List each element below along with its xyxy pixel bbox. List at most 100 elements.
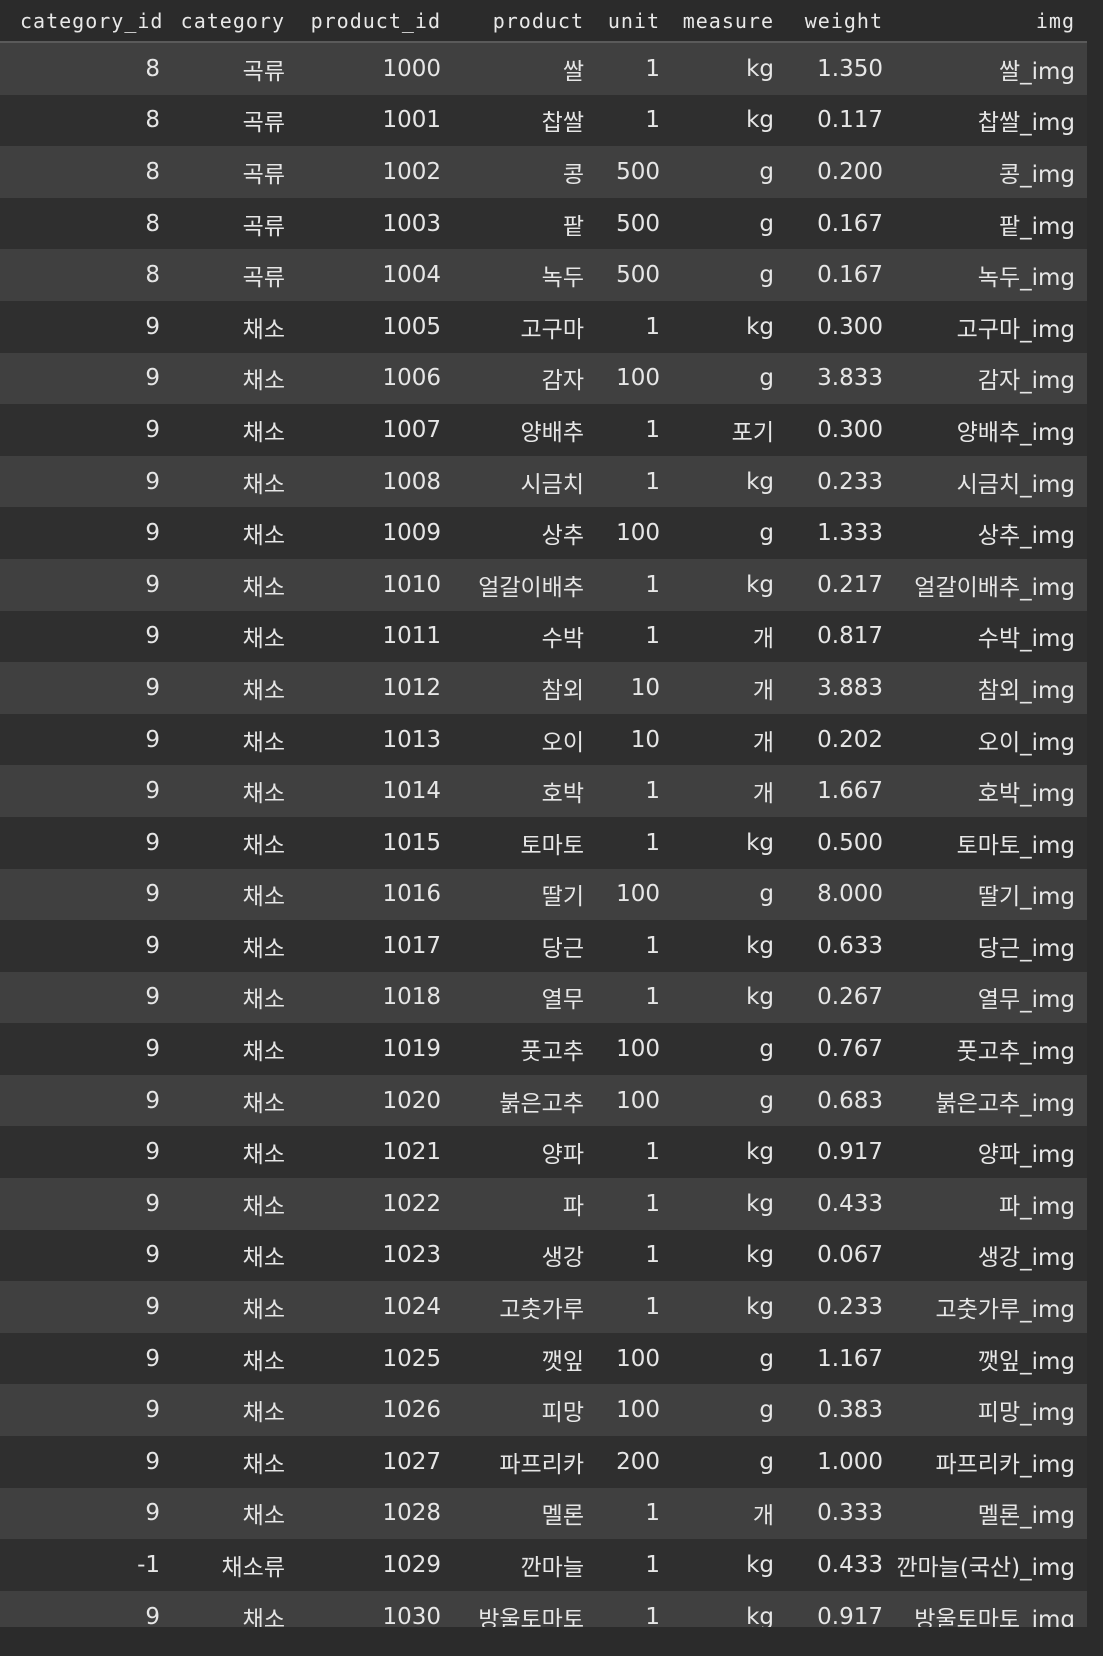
cell-img: 생강_img xyxy=(895,1229,1087,1282)
cell-category-id: 9 xyxy=(0,816,172,869)
cell-category-id: 9 xyxy=(0,1126,172,1179)
cell-weight: 0.817 xyxy=(786,610,895,663)
column-header-category-id: category_id xyxy=(0,0,172,43)
cell-measure: 개 xyxy=(672,662,786,714)
cell-img: 찹쌀_img xyxy=(895,94,1087,147)
cell-unit: 1 xyxy=(596,1590,672,1627)
table-row: 9 채소 1013 오이 10 개 0.202 오이_img xyxy=(0,713,1087,766)
output-bottom-area xyxy=(0,1627,1103,1656)
cell-product: 붉은고추 xyxy=(453,1074,596,1127)
cell-product: 토마토 xyxy=(453,816,596,869)
cell-product: 깐마늘 xyxy=(453,1539,596,1591)
table-row: 9 채소 1006 감자 100 g 3.833 감자_img xyxy=(0,352,1087,405)
cell-measure: g xyxy=(672,146,786,198)
table-body: 8 곡류 1000 쌀 1 kg 1.350 쌀_img 8 곡류 1001 찹쌀 1 kg 0.117 찹쌀… xyxy=(0,42,1087,1627)
cell-weight: 0.167 xyxy=(786,197,895,250)
cell-measure: kg xyxy=(672,42,786,95)
cell-weight: 0.300 xyxy=(786,404,895,456)
cell-product-id: 1025 xyxy=(297,1332,453,1385)
table-row: 9 채소 1025 깻잎 100 g 1.167 깻잎_img xyxy=(0,1332,1087,1385)
table-row: 9 채소 1023 생강 1 kg 0.067 생강_img xyxy=(0,1229,1087,1282)
dataframe-output: category_id category product_id product unit… xyxy=(0,0,1087,1627)
cell-img: 콩_img xyxy=(895,146,1087,198)
cell-unit: 1 xyxy=(596,1178,672,1230)
cell-img: 깻잎_img xyxy=(895,1332,1087,1385)
cell-product-id: 1017 xyxy=(297,920,453,972)
cell-unit: 100 xyxy=(596,1023,672,1075)
cell-img: 고춧가루_img xyxy=(895,1281,1087,1333)
cell-unit: 1 xyxy=(596,1229,672,1282)
cell-category: 채소 xyxy=(172,300,297,353)
cell-category-id: 9 xyxy=(0,1590,172,1627)
cell-measure: g xyxy=(672,1436,786,1488)
cell-unit: 10 xyxy=(596,713,672,766)
cell-category-id: 9 xyxy=(0,920,172,972)
cell-img: 양배추_img xyxy=(895,404,1087,456)
cell-category-id: 9 xyxy=(0,404,172,456)
cell-weight: 0.233 xyxy=(786,455,895,508)
cell-img: 상추_img xyxy=(895,507,1087,559)
cell-category: 곡류 xyxy=(172,42,297,95)
cell-product: 오이 xyxy=(453,713,596,766)
cell-product: 콩 xyxy=(453,146,596,198)
cell-product: 깻잎 xyxy=(453,1332,596,1385)
cell-category-id: 8 xyxy=(0,197,172,250)
table-row: 9 채소 1027 파프리카 200 g 1.000 파프리카_img xyxy=(0,1436,1087,1488)
cell-category-id: 9 xyxy=(0,713,172,766)
column-header-img: img xyxy=(895,0,1087,43)
cell-img: 토마토_img xyxy=(895,816,1087,869)
cell-category-id: 9 xyxy=(0,868,172,921)
cell-measure: g xyxy=(672,868,786,921)
cell-weight: 0.267 xyxy=(786,971,895,1024)
cell-unit: 10 xyxy=(596,662,672,714)
cell-img: 감자_img xyxy=(895,352,1087,405)
cell-product-id: 1002 xyxy=(297,146,453,198)
cell-product-id: 1026 xyxy=(297,1384,453,1437)
cell-category: 채소 xyxy=(172,558,297,611)
cell-product: 당근 xyxy=(453,920,596,972)
cell-category: 채소 xyxy=(172,455,297,508)
cell-img: 파프리카_img xyxy=(895,1436,1087,1488)
cell-weight: 0.217 xyxy=(786,558,895,611)
cell-img: 열무_img xyxy=(895,971,1087,1024)
cell-weight: 0.683 xyxy=(786,1074,895,1127)
cell-category-id: 9 xyxy=(0,1178,172,1230)
cell-category: 채소 xyxy=(172,1126,297,1179)
cell-product: 수박 xyxy=(453,610,596,663)
cell-weight: 0.067 xyxy=(786,1229,895,1282)
column-header-category: category xyxy=(172,0,297,43)
cell-category-id: 9 xyxy=(0,1074,172,1127)
cell-product-id: 1020 xyxy=(297,1074,453,1127)
cell-img: 멜론_img xyxy=(895,1487,1087,1540)
cell-product: 쌀 xyxy=(453,42,596,95)
cell-product: 호박 xyxy=(453,765,596,817)
cell-weight: 0.500 xyxy=(786,816,895,869)
cell-category-id: 9 xyxy=(0,662,172,714)
cell-product-id: 1019 xyxy=(297,1023,453,1075)
cell-category: 채소 xyxy=(172,1281,297,1333)
cell-unit: 1 xyxy=(596,404,672,456)
cell-weight: 0.633 xyxy=(786,920,895,972)
cell-product-id: 1024 xyxy=(297,1281,453,1333)
cell-category: 채소 xyxy=(172,1487,297,1540)
cell-unit: 100 xyxy=(596,1074,672,1127)
cell-product: 양파 xyxy=(453,1126,596,1179)
cell-product-id: 1016 xyxy=(297,868,453,921)
cell-product: 고춧가루 xyxy=(453,1281,596,1333)
cell-product: 시금치 xyxy=(453,455,596,508)
cell-measure: kg xyxy=(672,1178,786,1230)
cell-category-id: 9 xyxy=(0,1023,172,1075)
table-row: 9 채소 1008 시금치 1 kg 0.233 시금치_img xyxy=(0,455,1087,508)
cell-product-id: 1004 xyxy=(297,249,453,301)
table-row: 9 채소 1028 멜론 1 개 0.333 멜론_img xyxy=(0,1487,1087,1540)
table-row: 9 채소 1018 열무 1 kg 0.267 열무_img xyxy=(0,971,1087,1024)
cell-img: 얼갈이배추_img xyxy=(895,558,1087,611)
table-row: 9 채소 1020 붉은고추 100 g 0.683 붉은고추_img xyxy=(0,1074,1087,1127)
cell-category: 채소 xyxy=(172,971,297,1024)
cell-measure: g xyxy=(672,1074,786,1127)
cell-unit: 1 xyxy=(596,610,672,663)
cell-img: 고구마_img xyxy=(895,300,1087,353)
cell-product: 양배추 xyxy=(453,404,596,456)
cell-category: 채소 xyxy=(172,1436,297,1488)
table-row: 9 채소 1022 파 1 kg 0.433 파_img xyxy=(0,1178,1087,1230)
